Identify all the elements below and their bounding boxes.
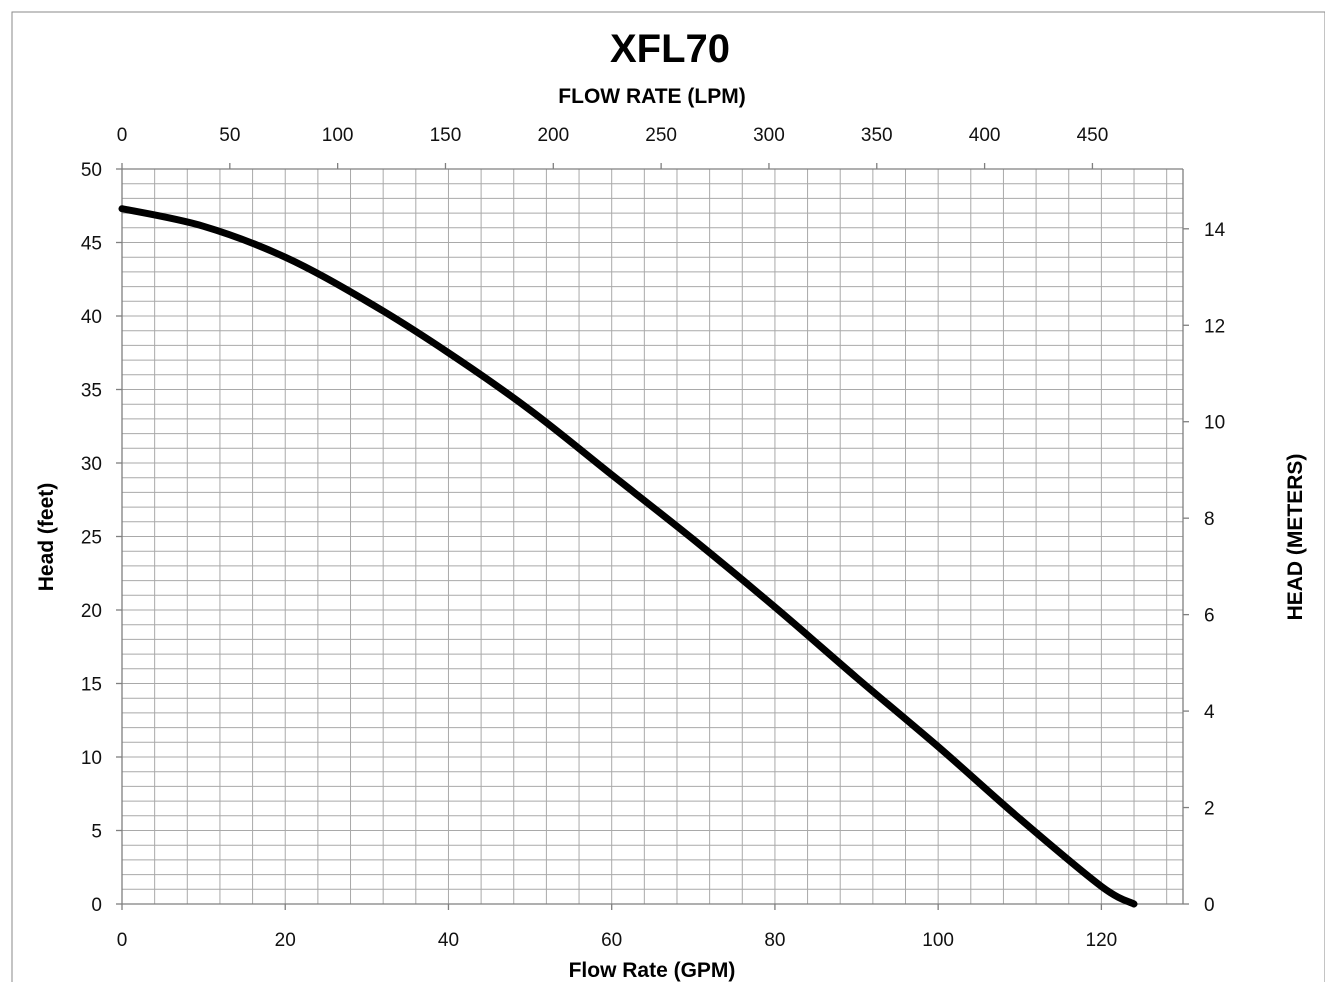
x-tick-label: 120 — [1086, 930, 1118, 951]
x-axis-title: Flow Rate (GPM) — [569, 959, 736, 982]
x2-tick-label: 350 — [861, 125, 893, 146]
x2-tick-label: 100 — [322, 125, 354, 146]
x2-tick-label: 200 — [537, 125, 569, 146]
y-tick-label: 0 — [91, 895, 102, 916]
pump-curve-line — [118, 205, 1138, 908]
chart-frame — [11, 11, 1325, 982]
x2-axis-title: FLOW RATE (LPM) — [558, 85, 745, 108]
y2-tick-label: 6 — [1204, 606, 1215, 627]
y-tick-label: 10 — [81, 748, 102, 769]
x2-tick-label: 400 — [969, 125, 1001, 146]
axes — [116, 163, 1189, 910]
x-tick-label: 20 — [275, 930, 296, 951]
y2-tick-label: 14 — [1204, 220, 1226, 241]
y2-tick-label: 10 — [1204, 413, 1225, 434]
x-tick-label: 100 — [922, 930, 954, 951]
x-tick-label: 40 — [438, 930, 459, 951]
x2-tick-label: 150 — [430, 125, 462, 146]
y-axis-title: Head (feet) — [35, 483, 58, 592]
y-tick-label: 40 — [81, 307, 102, 328]
y2-tick-label: 12 — [1204, 316, 1225, 337]
y2-tick-label: 4 — [1204, 702, 1215, 723]
x-tick-label: 80 — [764, 930, 785, 951]
y-tick-label: 5 — [91, 822, 102, 843]
y2-axis-title: HEAD (METERS) — [1284, 454, 1307, 621]
x2-tick-label: 0 — [117, 125, 128, 146]
x-tick-label: 60 — [601, 930, 622, 951]
y-tick-label: 45 — [81, 234, 102, 255]
y-tick-label: 25 — [81, 528, 102, 549]
x2-tick-label: 250 — [645, 125, 677, 146]
series-group — [118, 205, 1138, 908]
y-tick-label: 15 — [81, 675, 102, 696]
chart-title: XFL70 — [610, 27, 730, 71]
y-tick-label: 35 — [81, 381, 102, 402]
y-tick-label: 30 — [81, 454, 102, 475]
y-tick-label: 20 — [81, 601, 102, 622]
y-tick-label: 50 — [81, 160, 102, 181]
x-tick-label: 0 — [117, 930, 128, 951]
gridlines — [122, 169, 1183, 904]
x2-tick-label: 300 — [753, 125, 785, 146]
y2-tick-label: 0 — [1204, 895, 1215, 916]
y2-tick-label: 8 — [1204, 509, 1215, 530]
x2-tick-label: 50 — [219, 125, 240, 146]
y2-tick-label: 2 — [1204, 799, 1215, 820]
x2-tick-label: 450 — [1077, 125, 1109, 146]
